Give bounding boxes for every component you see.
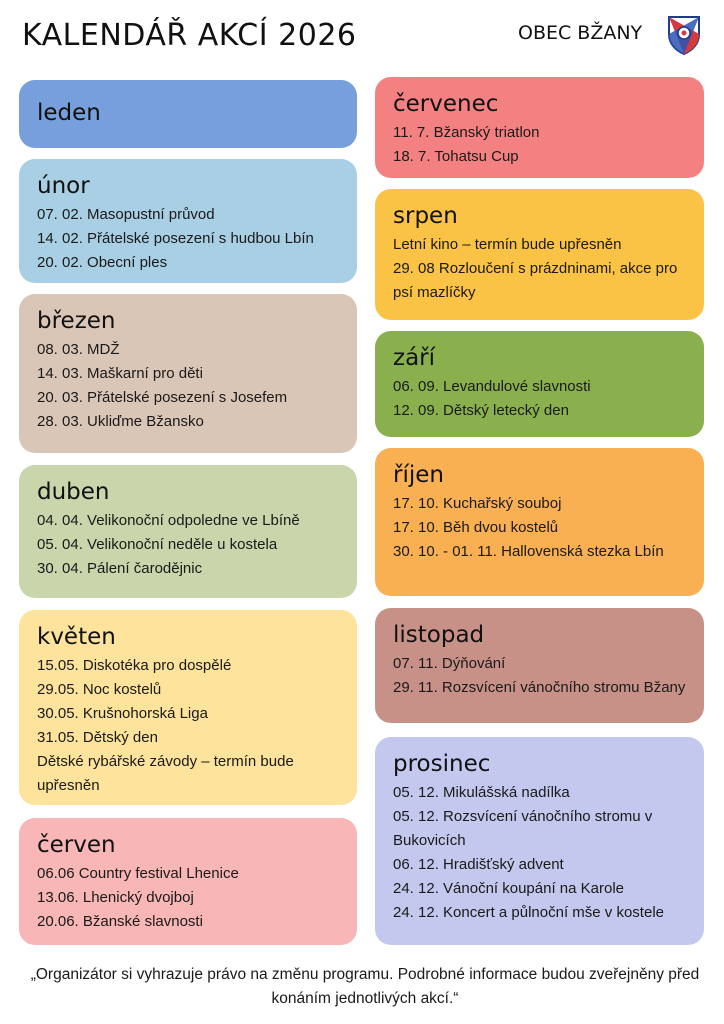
event-item: 30.05. Krušnohorská Liga — [37, 705, 208, 722]
event-list: 17. 10. Kuchařský souboj 17. 10. Běh dvou… — [393, 492, 690, 564]
event-item: 12. 09. Dětský letecký den — [393, 402, 569, 419]
organization-name: OBEC BŽANY — [518, 22, 643, 44]
month-card-prosinec: prosinec 05. 12. Mikulášská nadílka 05. 1… — [375, 737, 704, 945]
month-title: květen — [37, 624, 116, 650]
event-item: 05. 04. Velikonoční neděle u kostela — [37, 536, 278, 553]
event-item: 20. 03. Přátelské posezení s Josefem — [37, 389, 288, 406]
month-card-kveten: květen 15.05. Diskotéka pro dospělé 29.05… — [19, 610, 357, 805]
event-list: 07. 11. Dýňování 29. 11. Rozsvícení vánoč… — [393, 652, 690, 700]
event-item: 04. 04. Velikonoční odpoledne ve Lbíně — [37, 512, 300, 529]
event-item: 29. 08 Rozloučení s prázdninami, akce pr… — [393, 260, 678, 301]
event-item: 08. 03. MDŽ — [37, 341, 120, 358]
month-card-listopad: listopad 07. 11. Dýňování 29. 11. Rozsvíc… — [375, 608, 704, 723]
event-item: 06. 12. Hradišťský advent — [393, 856, 564, 873]
event-item: 28. 03. Ukliďme Bžansko — [37, 413, 204, 430]
month-card-duben: duben 04. 04. Velikonoční odpoledne ve L… — [19, 465, 357, 598]
month-card-unor: únor 07. 02. Masopustní průvod 14. 02. Př… — [19, 159, 357, 283]
event-item: 07. 11. Dýňování — [393, 655, 506, 672]
event-item: 17. 10. Kuchařský souboj — [393, 495, 562, 512]
month-title: listopad — [393, 622, 485, 648]
event-list: 06. 09. Levandulové slavnosti 12. 09. Dět… — [393, 375, 690, 423]
month-card-cerven: červen 06.06 Country festival Lhenice 13.… — [19, 818, 357, 945]
event-list: 07. 02. Masopustní průvod 14. 02. Přátels… — [37, 203, 343, 275]
month-card-srpen: srpen Letní kino – termín bude upřesněn 2… — [375, 189, 704, 320]
event-item: 06.06 Country festival Lhenice — [37, 865, 239, 882]
event-item: 07. 02. Masopustní průvod — [37, 206, 215, 223]
event-item: 11. 7. Bžanský triatlon — [393, 124, 540, 141]
month-title: prosinec — [393, 751, 491, 777]
event-item: 17. 10. Běh dvou kostelů — [393, 519, 559, 536]
page-title: KALENDÁŘ AKCÍ 2026 — [22, 18, 357, 53]
event-item: 15.05. Diskotéka pro dospělé — [37, 657, 232, 674]
event-item: 13.06. Lhenický dvojboj — [37, 889, 194, 906]
coat-of-arms-icon — [668, 16, 700, 56]
event-list: 08. 03. MDŽ 14. 03. Maškarní pro děti 20. … — [37, 338, 343, 434]
month-card-leden: leden — [19, 80, 357, 148]
month-card-zari: září 06. 09. Levandulové slavnosti 12. 09… — [375, 331, 704, 437]
event-item: 24. 12. Vánoční koupání na Karole — [393, 880, 625, 897]
month-title: leden — [37, 100, 101, 126]
event-item: 30. 10. - 01. 11. Hallovenská stezka Lbí… — [393, 543, 664, 560]
month-title: září — [393, 345, 436, 371]
event-item: 29.05. Noc kostelů — [37, 681, 162, 698]
month-card-brezen: březen 08. 03. MDŽ 14. 03. Maškarní pro d… — [19, 294, 357, 453]
event-item: 05. 12. Mikulášská nadílka — [393, 784, 570, 801]
event-list: 15.05. Diskotéka pro dospělé 29.05. Noc k… — [37, 654, 343, 798]
month-title: říjen — [393, 462, 444, 488]
disclaimer-note: „Organizátor si vyhrazuje právo na změnu… — [30, 966, 700, 1007]
event-item: 30. 04. Pálení čarodějnic — [37, 560, 203, 577]
event-list: 05. 12. Mikulášská nadílka 05. 12. Rozsví… — [393, 781, 690, 925]
event-item: Letní kino – termín bude upřesněn — [393, 236, 622, 253]
event-list: 06.06 Country festival Lhenice 13.06. Lhe… — [37, 862, 343, 934]
month-title: srpen — [393, 203, 458, 229]
event-list: Letní kino – termín bude upřesněn 29. 08 … — [393, 233, 690, 305]
month-title: březen — [37, 308, 116, 334]
event-item: 14. 02. Přátelské posezení s hudbou Lbín — [37, 230, 314, 247]
event-item: 06. 09. Levandulové slavnosti — [393, 378, 591, 395]
event-list: 04. 04. Velikonoční odpoledne ve Lbíně 05… — [37, 509, 343, 581]
event-item: 24. 12. Koncert a půlnoční mše v kostele — [393, 904, 664, 921]
month-title: červenec — [393, 91, 499, 117]
event-list: 11. 7. Bžanský triatlon 18. 7. Tohatsu Cu… — [393, 121, 690, 169]
event-item: Dětské rybářské závody – termín bude upř… — [37, 753, 294, 794]
month-title: červen — [37, 832, 116, 858]
event-item: 20. 02. Obecní ples — [37, 254, 168, 271]
event-item: 29. 11. Rozsvícení vánočního stromu Bžan… — [393, 679, 686, 696]
event-item: 18. 7. Tohatsu Cup — [393, 148, 519, 165]
event-item: 05. 12. Rozsvícení vánočního stromu v Bu… — [393, 808, 653, 849]
month-title: únor — [37, 173, 90, 199]
event-item: 20.06. Bžanské slavnosti — [37, 913, 203, 930]
month-card-rijen: říjen 17. 10. Kuchařský souboj 17. 10. Bě… — [375, 448, 704, 596]
month-title: duben — [37, 479, 110, 505]
event-item: 31.05. Dětský den — [37, 729, 158, 746]
month-card-cervenec: červenec 11. 7. Bžanský triatlon 18. 7. T… — [375, 77, 704, 178]
event-item: 14. 03. Maškarní pro děti — [37, 365, 203, 382]
